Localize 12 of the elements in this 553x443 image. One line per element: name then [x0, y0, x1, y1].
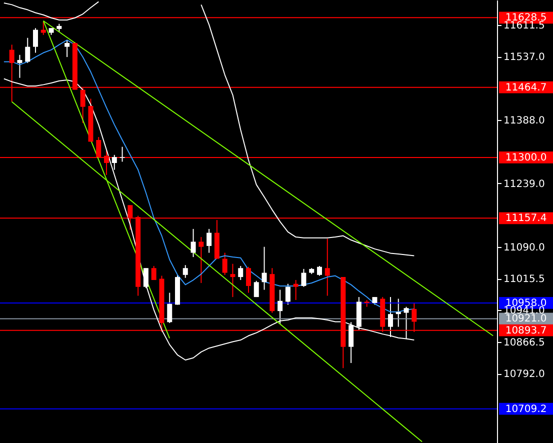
y-tick-label: 11239.0 — [504, 178, 545, 190]
ref-line-label: 10709.2 — [505, 404, 547, 415]
ref-line-label: 10893.7 — [505, 325, 547, 336]
y-tick-label: 10866.5 — [504, 337, 545, 348]
y-tick-label: 11090.0 — [504, 242, 545, 254]
ref-line-label: 11157.4 — [505, 213, 547, 224]
ref-line-label: 11464.7 — [505, 82, 547, 94]
y-tick-label: 11388.0 — [504, 116, 545, 127]
y-tick-label: 11537.0 — [504, 52, 545, 64]
y-tick-label: 11015.5 — [504, 274, 545, 286]
ref-line-label: 11300.0 — [505, 152, 547, 164]
y-tick-label: 10792.0 — [504, 369, 545, 380]
